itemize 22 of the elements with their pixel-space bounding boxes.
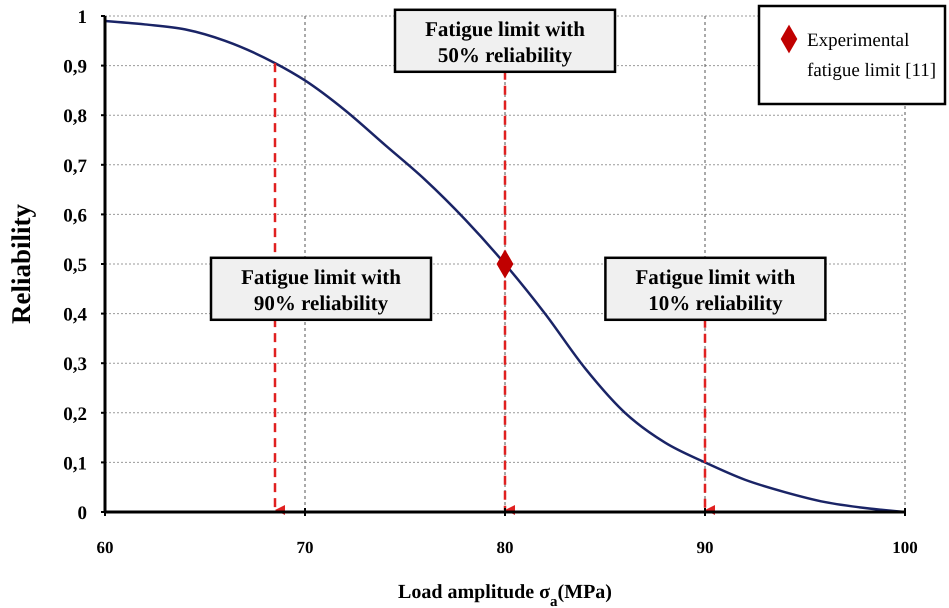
y-axis-title: Reliability xyxy=(6,204,36,324)
x-tick-label: 90 xyxy=(696,538,714,557)
legend-label: Experimental fatigue limit [11] xyxy=(807,30,936,81)
ref-line-label: Fatigue limit with 90% reliability xyxy=(241,264,402,315)
y-tick-label: 0,7 xyxy=(63,156,88,177)
y-tick-label: 0,9 xyxy=(63,56,87,78)
x-tick-label: 80 xyxy=(496,538,514,557)
y-tick-label: 0,4 xyxy=(63,304,88,326)
y-tick-label: 0 xyxy=(78,503,87,524)
x-tick-label: 70 xyxy=(296,538,314,557)
y-tick-label: 0,8 xyxy=(63,106,87,128)
y-tick-label: 0,3 xyxy=(63,354,87,376)
y-tick-label: 0,6 xyxy=(63,205,87,226)
x-axis-title: Load amplitude σ$_{a}$(MPa) xyxy=(398,581,612,608)
ref-line-label: Fatigue limit with 10% reliability xyxy=(635,264,796,315)
x-tick-label: 100 xyxy=(892,538,918,557)
y-tick-label: 0,2 xyxy=(63,404,87,425)
x-tick-label: 60 xyxy=(96,538,114,557)
y-tick-label: 1 xyxy=(78,7,87,28)
ref-line-label: Fatigue limit with 50% reliability xyxy=(425,16,586,67)
y-tick-label: 0,1 xyxy=(63,453,87,474)
y-tick-label: 0,5 xyxy=(63,255,87,276)
